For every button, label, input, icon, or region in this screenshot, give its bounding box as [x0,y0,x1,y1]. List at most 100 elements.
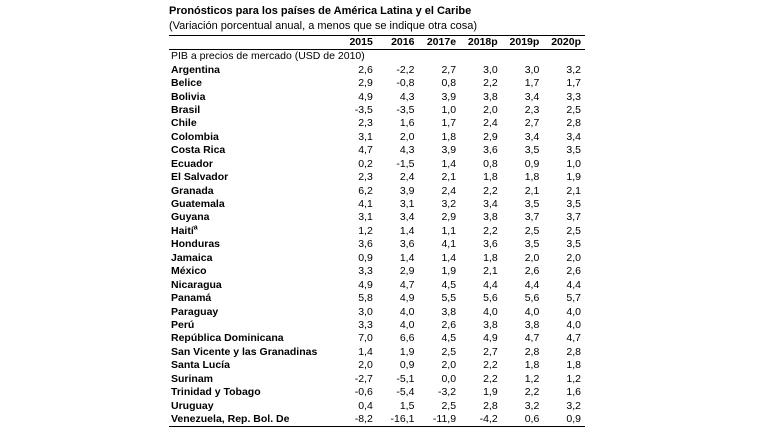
column-header: 2017e [418,35,461,50]
table-row: Guatemala 4,1 3,1 3,2 3,4 3,5 3,5 [169,198,585,211]
value-cell: 4,9 [399,292,415,305]
value-cell: 2,9 [358,77,373,90]
value-cell: 2,6 [441,318,457,331]
country-name: Jamaica [171,251,213,264]
value-cell: 1,6 [566,386,581,399]
value-cell: 3,8 [483,211,498,224]
value-cell: 1,7 [441,117,457,130]
country-cell: República Dominicana [169,332,335,345]
value-cell: 1,0 [566,157,581,170]
value-cell: 2,9 [441,211,457,224]
value-cell: 3,0 [358,305,373,318]
value-cell: -2,2 [396,63,415,76]
country-cell: Jamaica [169,252,335,265]
value-cell: 3,7 [566,211,581,224]
value-cell: 4,3 [399,90,415,103]
table-row: Colombia 3,1 2,0 1,8 2,9 3,4 3,4 [169,131,585,144]
country-cell: Guatemala [169,198,335,211]
value-cell: 2,4 [441,184,457,197]
value-cell: 2,1 [566,184,581,197]
value-cell: 3,2 [566,399,581,412]
value-cell: 2,5 [524,224,540,237]
table-row: Granada 6,2 3,9 2,4 2,2 2,1 2,1 [169,184,585,197]
country-name: México [171,265,207,278]
value-cell: 3,2 [524,399,540,412]
value-cell: 2,2 [483,77,498,90]
value-cell: 4,7 [399,278,415,291]
country-name: Costa Rica [171,144,226,157]
value-cell: 1,2 [358,224,373,237]
value-cell: 3,5 [524,198,540,211]
value-cell: 3,4 [524,130,540,143]
table-row: Paraguay 3,0 4,0 3,8 4,0 4,0 4,0 [169,305,585,318]
country-name: Panamá [171,292,212,305]
value-cell: -0,8 [396,77,415,90]
value-cell: 1,8 [524,359,540,372]
value-cell: 1,1 [441,224,457,237]
forecast-document: Pronósticos para los países de América L… [169,0,585,428]
value-cell: 3,0 [483,63,498,76]
value-cell: 3,8 [441,305,457,318]
value-cell: 2,3 [358,171,373,184]
country-cell: Argentina [169,63,335,76]
country-cell: Honduras [169,238,335,251]
value-cell: 3,5 [566,144,581,157]
column-header: 2020p [543,35,585,50]
value-cell: 2,0 [524,251,540,264]
table-row: Panamá 5,8 4,9 5,5 5,6 5,6 5,7 [169,292,585,305]
value-cell: 3,1 [399,198,415,211]
value-cell: 4,1 [358,198,373,211]
value-cell: 3,9 [441,144,457,157]
value-cell: 2,2 [483,224,498,237]
country-cell: Uruguay [169,399,335,412]
value-cell: 4,1 [441,238,457,251]
value-cell: 3,7 [524,211,540,224]
value-cell: 3,4 [524,90,540,103]
country-cell: Granada [169,184,335,197]
value-cell: 1,7 [524,77,540,90]
table-row: Santa Lucía 2,0 0,9 2,0 2,2 1,8 1,8 [169,359,585,372]
value-cell: 3,5 [524,144,540,157]
value-cell: 2,6 [358,63,373,76]
section-row: PIB a precios de mercado (USD de 2010) [169,50,585,64]
country-name: Bolivia [171,90,206,103]
value-cell: 1,4 [441,251,457,264]
country-name: Granada [171,184,214,197]
value-cell: 3,4 [566,130,581,143]
value-cell: -0,6 [354,386,373,399]
value-cell: 4,9 [483,332,498,345]
value-cell: 3,6 [483,144,498,157]
footnote-marker: a [193,224,198,232]
value-cell: 0,2 [358,157,373,170]
table-row: Brasil -3,5 -3,5 1,0 2,0 2,3 2,5 [169,104,585,117]
value-cell: 2,5 [566,224,581,237]
table-row: Jamaica 0,9 1,4 1,4 1,8 2,0 2,0 [169,252,585,265]
value-cell: 3,0 [524,63,540,76]
country-name: Brasil [171,103,201,116]
column-header: 2018p [460,35,502,50]
value-cell: 3,9 [441,90,457,103]
value-cell: 2,8 [566,345,581,358]
country-name: Honduras [171,238,221,251]
country-cell: Brasil [169,104,335,117]
country-name: Surinam [171,372,214,385]
value-cell: 2,3 [524,103,540,116]
country-name: Belice [171,77,202,90]
value-cell: 3,1 [358,130,373,143]
value-cell: 3,9 [399,184,415,197]
value-cell: 3,3 [566,90,581,103]
table-row: Surinam -2,7 -5,1 0,0 2,2 1,2 1,2 [169,373,585,386]
table-row: El Salvador 2,3 2,4 2,1 1,8 1,8 1,9 [169,171,585,184]
country-cell: Trinidad y Tobago [169,386,335,399]
country-cell: Colombia [169,131,335,144]
value-cell: 2,4 [483,117,498,130]
value-cell: 4,3 [399,144,415,157]
value-cell: 2,2 [483,359,498,372]
value-cell: 3,4 [483,198,498,211]
value-cell: 1,0 [441,103,457,116]
value-cell: 2,2 [524,386,540,399]
value-cell: -3,2 [437,386,457,399]
value-cell: 1,8 [524,171,540,184]
value-cell: 3,6 [358,238,373,251]
value-cell: 2,0 [399,130,415,143]
